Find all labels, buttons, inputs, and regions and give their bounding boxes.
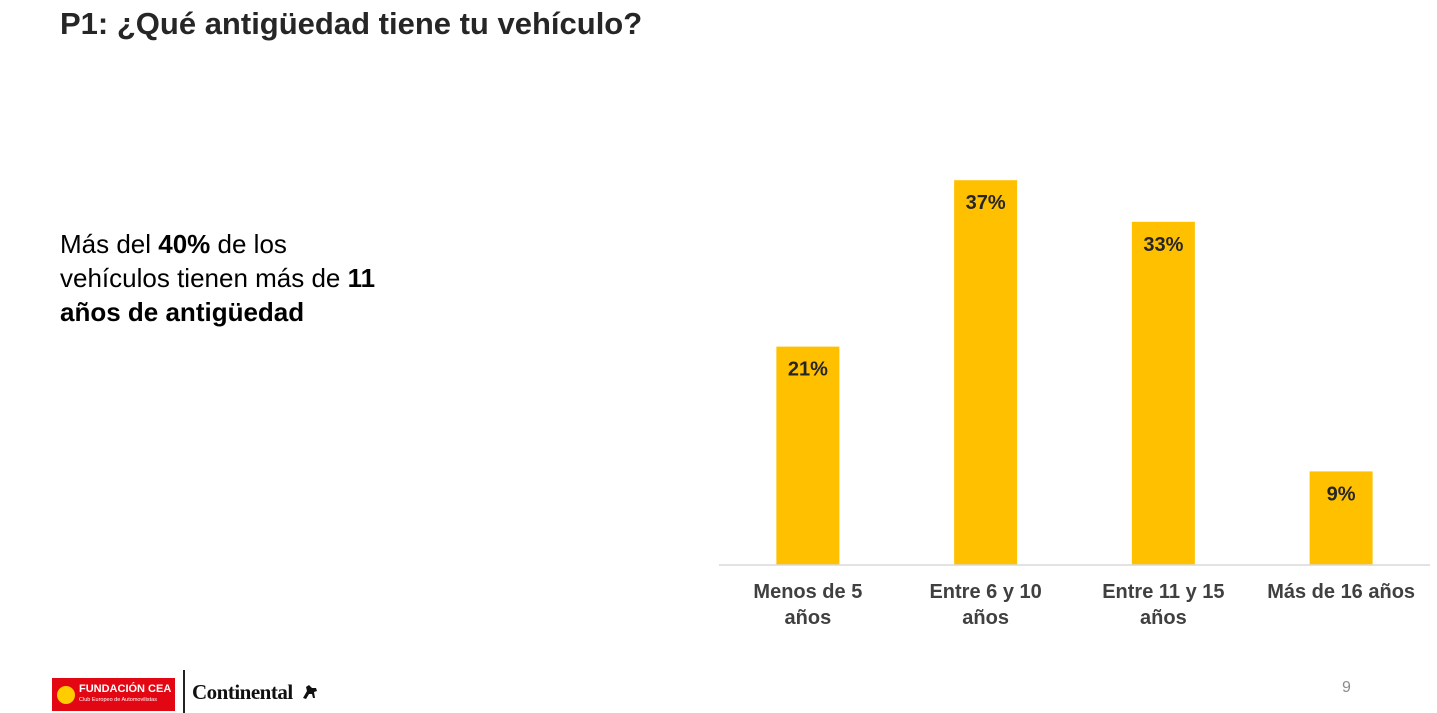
callout-highlight-age: 11 años de antigüedad bbox=[60, 263, 376, 327]
bar-value-label: 33% bbox=[1143, 234, 1183, 256]
bar-value-label: 21% bbox=[788, 359, 828, 381]
category-label: años bbox=[1140, 607, 1187, 629]
bar bbox=[1309, 471, 1373, 565]
category-label: años bbox=[785, 607, 832, 629]
callout-text: Más del 40% de los vehículos tienen más … bbox=[60, 227, 390, 329]
category-label: Menos de 5 bbox=[753, 581, 862, 603]
callout-highlight-percent: 40% bbox=[158, 229, 211, 259]
horse-icon bbox=[303, 685, 317, 699]
category-label: años bbox=[962, 607, 1009, 629]
continental-logo: Continental bbox=[192, 680, 293, 704]
sun-icon bbox=[57, 686, 75, 704]
category-label: Entre 11 y 15 bbox=[1102, 581, 1224, 603]
fundacion-cea-name: FUNDACIÓN CEA bbox=[79, 683, 172, 695]
slide-title: P1: ¿Qué antigüedad tiene tu vehículo? bbox=[60, 6, 643, 41]
bar bbox=[954, 180, 1018, 565]
page-number: 9 bbox=[1342, 679, 1351, 696]
category-label: Más de 16 años bbox=[1267, 581, 1415, 603]
bar-value-label: 9% bbox=[1327, 483, 1356, 505]
bar-value-label: 37% bbox=[966, 192, 1006, 214]
logo-divider bbox=[183, 670, 185, 713]
callout-text-1: Más del bbox=[60, 229, 159, 259]
category-label: Entre 6 y 10 bbox=[929, 581, 1041, 603]
footer-logos: FUNDACIÓN CEA Club Europeo de Automovili… bbox=[52, 668, 322, 713]
bar bbox=[776, 346, 840, 565]
bar bbox=[1131, 221, 1195, 566]
fundacion-cea-subtitle: Club Europeo de Automovilistas bbox=[79, 697, 157, 703]
callout-text-2: de los vehículos tienen más de bbox=[60, 229, 348, 293]
fundacion-cea-logo: FUNDACIÓN CEA Club Europeo de Automovili… bbox=[52, 678, 175, 711]
